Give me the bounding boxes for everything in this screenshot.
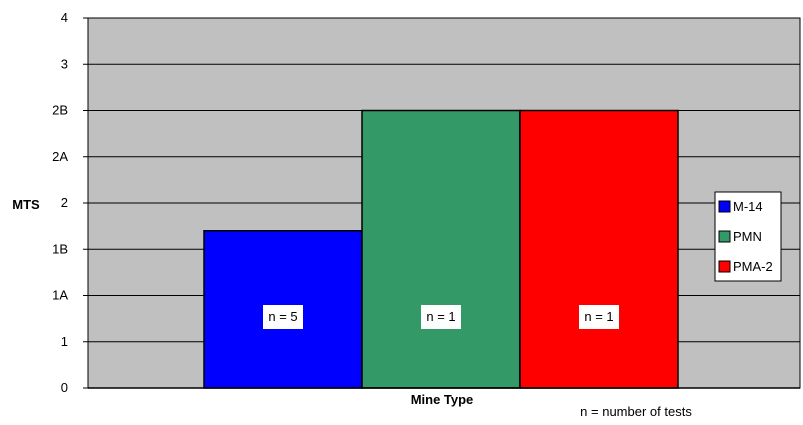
- legend-label: PMA-2: [733, 259, 773, 274]
- legend-swatch: [718, 260, 731, 273]
- y-tick-label: 3: [61, 56, 68, 71]
- tests-note: n = number of tests: [580, 404, 692, 419]
- legend: M-14 PMN PMA-2: [714, 191, 782, 282]
- y-tick-label: 2: [61, 195, 68, 210]
- y-tick-label: 1: [61, 334, 68, 349]
- bar-pmn: [361, 109, 521, 389]
- bar-label-box: [579, 305, 619, 329]
- y-tick-label: 1A: [52, 288, 68, 303]
- bars: n = 5 n = 1 n = 1: [203, 109, 679, 389]
- y-tick-label: 0: [61, 380, 68, 395]
- bar-label-box: [263, 305, 303, 329]
- y-tick-label: 1B: [52, 241, 68, 256]
- legend-label: M-14: [733, 199, 763, 214]
- bar-label-box: [421, 305, 461, 329]
- bar-pma-2: [519, 109, 679, 389]
- y-tick-labels: 0 1 1A 1B 2 2A 2B 3 4: [52, 10, 88, 395]
- y-tick-label: 2A: [52, 149, 68, 164]
- y-tick-label: 2B: [52, 103, 68, 118]
- bar-label: n = 1: [584, 309, 613, 324]
- legend-label: PMN: [733, 229, 762, 244]
- x-axis-title: Mine Type: [411, 392, 474, 407]
- legend-swatch: [718, 200, 731, 213]
- bar-label: n = 1: [426, 309, 455, 324]
- y-tick-label: 4: [61, 10, 68, 25]
- bar-label: n = 5: [268, 309, 297, 324]
- y-axis-title: MTS: [12, 197, 40, 212]
- legend-swatch: [718, 230, 731, 243]
